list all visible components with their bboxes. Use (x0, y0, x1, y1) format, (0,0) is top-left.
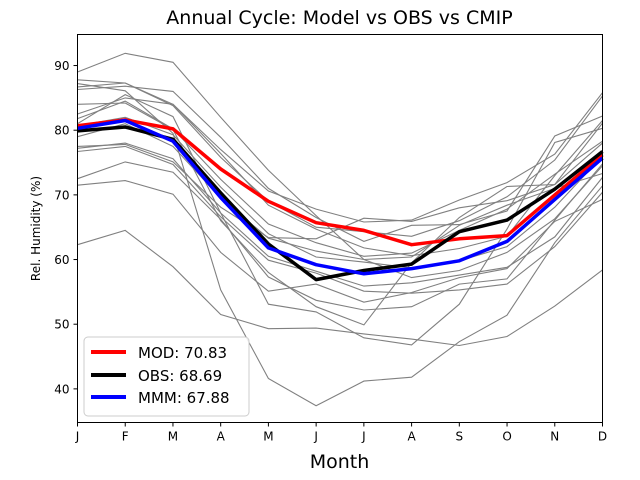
cmip-model-line-8 (77, 123, 603, 279)
x-tick-label: N (550, 430, 559, 444)
cmip-model-line-12 (77, 161, 603, 311)
cmip-model-line-14 (77, 229, 603, 347)
plot-frame (77, 34, 603, 423)
x-tick-label: M (168, 430, 178, 444)
cmip-model-line-10 (77, 142, 603, 287)
x-tick-label: A (217, 430, 226, 444)
y-tick-label: 50 (54, 318, 69, 332)
cmip-model-line-6 (77, 100, 603, 257)
x-tick-label: S (456, 430, 464, 444)
cmip-model-line-7 (77, 116, 603, 269)
x-tick-label: M (263, 430, 273, 444)
x-tick-label: J (313, 430, 318, 444)
x-axis-label: Month (310, 451, 370, 473)
y-tick-label: 60 (54, 253, 69, 267)
y-tick-label: 80 (54, 124, 69, 138)
cmip-model-lines (77, 52, 603, 407)
legend-label-mod: MOD: 70.83 (138, 344, 227, 362)
x-tick-label: J (361, 430, 366, 444)
y-axis-label: Rel. Humidity (%) (29, 176, 43, 281)
legend-label-obs: OBS: 68.69 (138, 367, 222, 385)
cmip-model-line-17 (77, 102, 603, 326)
y-tick-label: 70 (54, 188, 69, 202)
cmip-model-line-13 (77, 180, 603, 303)
main-series-lines (77, 118, 604, 282)
x-tick-label: D (598, 430, 607, 444)
y-axis-ticks: 40 50 60 70 80 90 (54, 59, 78, 396)
x-tick-label: O (502, 430, 511, 444)
x-tick-label: F (122, 430, 129, 444)
chart-title: Annual Cycle: Model vs OBS vs CMIP (166, 7, 512, 29)
cmip-model-line-5 (77, 97, 603, 257)
cmip-model-line-9 (77, 142, 603, 240)
cmip-model-line-2 (77, 79, 603, 223)
legend-label-mmm: MMM: 67.88 (138, 389, 230, 407)
x-tick-label: A (407, 430, 416, 444)
series-line-mmm (77, 118, 604, 276)
cmip-model-line-11 (77, 145, 603, 294)
y-tick-label: 40 (54, 382, 69, 396)
cmip-model-line-1 (77, 52, 603, 261)
series-line-mod (77, 118, 604, 247)
x-tick-label: J (75, 430, 80, 444)
y-tick-label: 90 (54, 59, 69, 73)
legend: MOD: 70.83 OBS: 68.69 MMM: 67.88 (83, 336, 250, 417)
